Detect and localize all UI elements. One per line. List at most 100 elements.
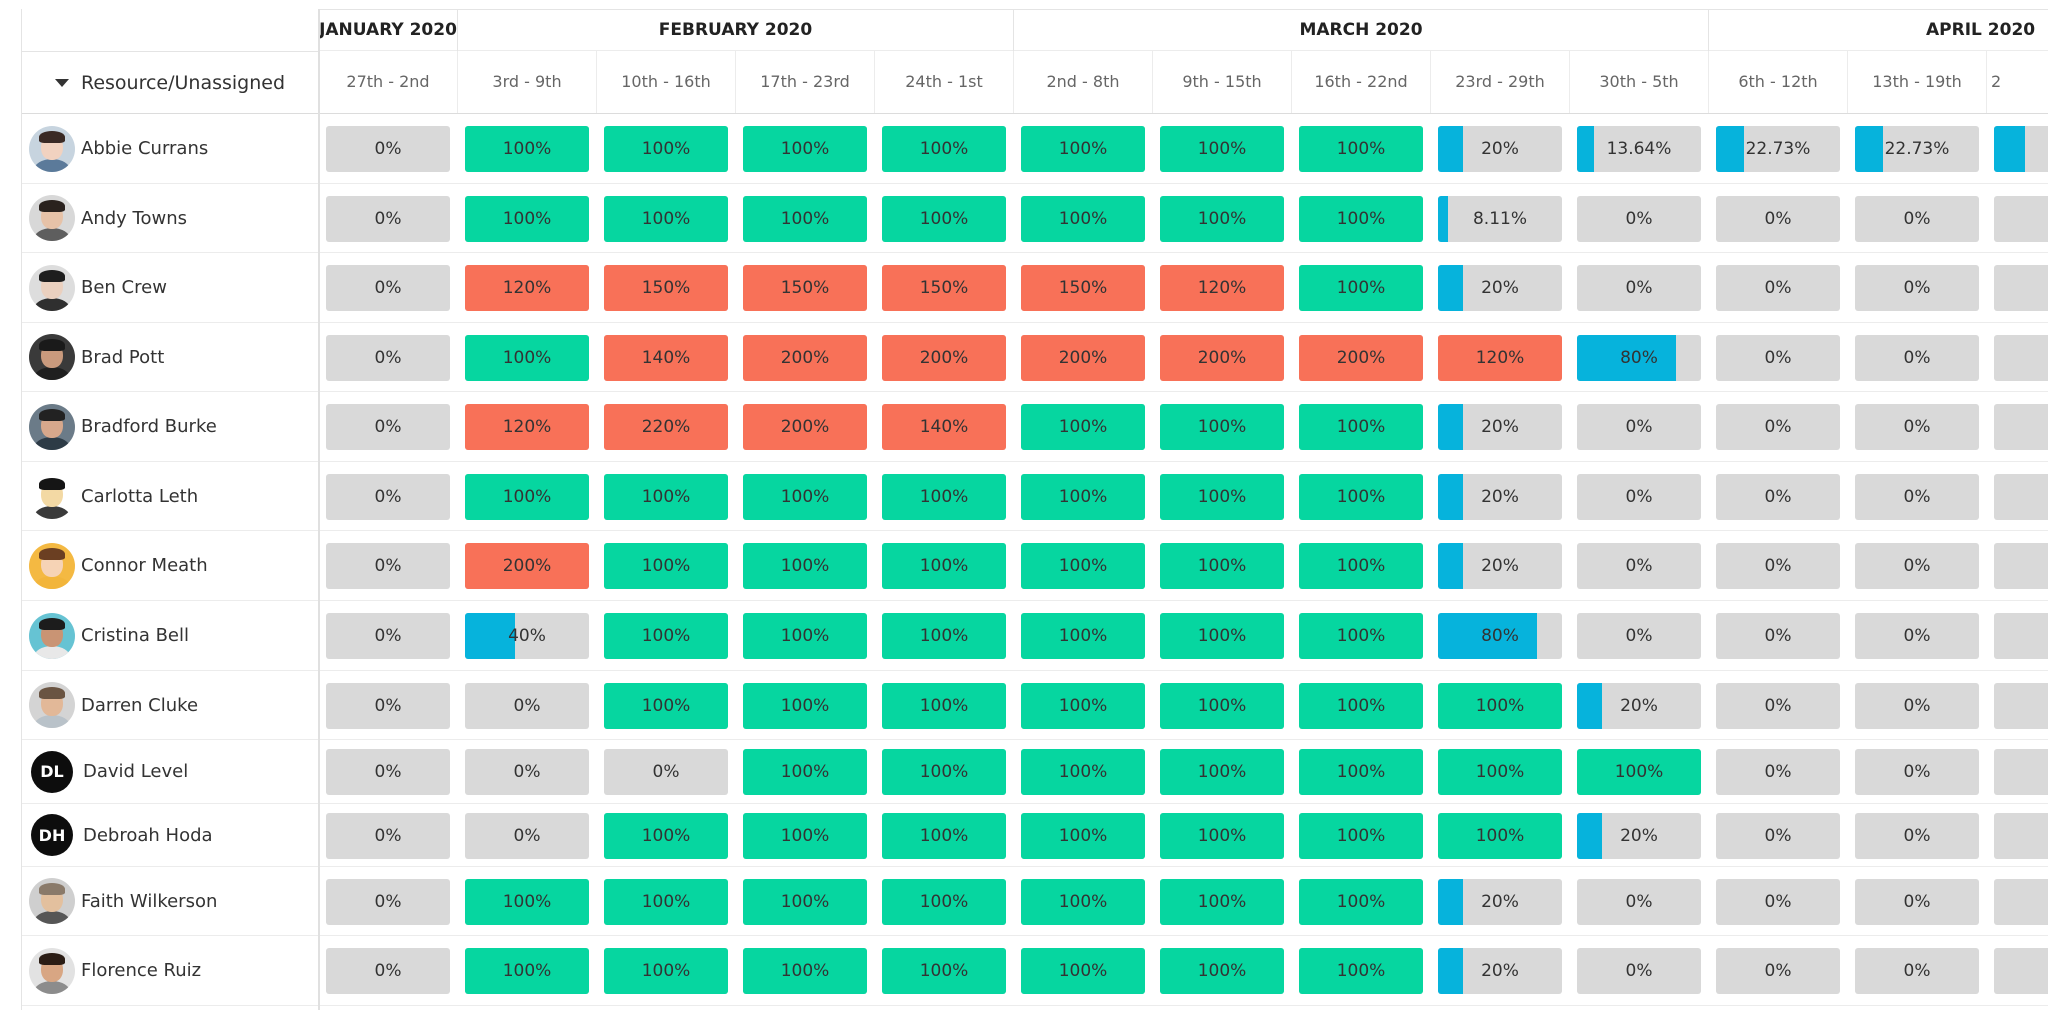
allocation-cell[interactable]: 100%	[1577, 749, 1701, 795]
allocation-cell[interactable]	[1994, 613, 2048, 659]
resource-cell[interactable]: DL David Level	[21, 740, 319, 803]
allocation-cell[interactable]: 0%	[326, 335, 450, 381]
allocation-cell[interactable]: 150%	[882, 265, 1006, 311]
allocation-cell[interactable]: 0%	[326, 879, 450, 925]
allocation-cell[interactable]: 200%	[1299, 335, 1423, 381]
allocation-cell[interactable]	[1994, 948, 2048, 994]
allocation-cell[interactable]: 100%	[743, 543, 867, 589]
allocation-cell[interactable]: 100%	[1299, 196, 1423, 242]
week-header[interactable]: 3rd - 9th	[458, 51, 597, 113]
allocation-cell[interactable]: 100%	[882, 196, 1006, 242]
allocation-cell[interactable]: 100%	[1021, 683, 1145, 729]
allocation-cell[interactable]: 100%	[1299, 749, 1423, 795]
allocation-cell[interactable]: 0%	[1716, 543, 1840, 589]
allocation-cell[interactable]: 20%	[1438, 404, 1562, 450]
allocation-cell[interactable]: 100%	[882, 749, 1006, 795]
allocation-cell[interactable]: 100%	[604, 948, 728, 994]
allocation-cell[interactable]: 100%	[743, 474, 867, 520]
allocation-cell[interactable]: 0%	[1716, 683, 1840, 729]
allocation-cell[interactable]: 100%	[1021, 196, 1145, 242]
week-header[interactable]: 13th - 19th	[1848, 51, 1987, 113]
allocation-cell[interactable]: 100%	[1160, 126, 1284, 172]
week-header[interactable]: 30th - 5th	[1570, 51, 1709, 113]
allocation-cell[interactable]: 100%	[743, 683, 867, 729]
allocation-cell[interactable]: 0%	[1855, 265, 1979, 311]
resource-cell[interactable]: Carlotta Leth	[21, 462, 319, 530]
allocation-cell[interactable]: 0%	[326, 813, 450, 859]
allocation-cell[interactable]: 0%	[1716, 879, 1840, 925]
allocation-cell[interactable]: 100%	[882, 813, 1006, 859]
allocation-cell[interactable]: 100%	[743, 196, 867, 242]
allocation-cell[interactable]: 100%	[604, 196, 728, 242]
allocation-cell[interactable]: 100%	[1160, 543, 1284, 589]
allocation-cell[interactable]: 100%	[1160, 948, 1284, 994]
week-header[interactable]: 24th - 1st	[875, 51, 1014, 113]
allocation-cell[interactable]: 100%	[1299, 879, 1423, 925]
allocation-cell[interactable]: 100%	[1299, 474, 1423, 520]
allocation-cell[interactable]: 0%	[1855, 543, 1979, 589]
allocation-cell[interactable]: 22.73%	[1716, 126, 1840, 172]
allocation-cell[interactable]: 100%	[465, 948, 589, 994]
allocation-cell[interactable]: 100%	[1299, 265, 1423, 311]
allocation-cell[interactable]: 0%	[1855, 683, 1979, 729]
allocation-cell[interactable]: 100%	[882, 948, 1006, 994]
week-header[interactable]: 6th - 12th	[1709, 51, 1848, 113]
allocation-cell[interactable]: 40%	[465, 613, 589, 659]
allocation-cell[interactable]: 200%	[882, 335, 1006, 381]
allocation-cell[interactable]: 100%	[1021, 126, 1145, 172]
allocation-cell[interactable]: 0%	[1855, 813, 1979, 859]
allocation-cell[interactable]: 20%	[1577, 683, 1701, 729]
week-header[interactable]: 10th - 16th	[597, 51, 736, 113]
allocation-cell[interactable]: 100%	[1160, 683, 1284, 729]
allocation-cell[interactable]: 20%	[1577, 813, 1701, 859]
resource-column-header[interactable]: Resource/Unassigned	[21, 51, 319, 114]
allocation-cell[interactable]: 20%	[1438, 543, 1562, 589]
allocation-cell[interactable]: 0%	[465, 683, 589, 729]
allocation-cell[interactable]: 0%	[1577, 613, 1701, 659]
allocation-cell[interactable]: 100%	[882, 126, 1006, 172]
allocation-cell[interactable]: 100%	[882, 683, 1006, 729]
allocation-cell[interactable]: 0%	[1577, 543, 1701, 589]
allocation-cell[interactable]: 100%	[465, 879, 589, 925]
allocation-cell[interactable]: 0%	[1855, 196, 1979, 242]
week-header[interactable]: 16th - 22nd	[1292, 51, 1431, 113]
allocation-cell[interactable]: 22.73%	[1855, 126, 1979, 172]
allocation-cell[interactable]: 100%	[882, 879, 1006, 925]
allocation-cell[interactable]	[1994, 749, 2048, 795]
allocation-cell[interactable]: 200%	[465, 543, 589, 589]
allocation-cell[interactable]: 0%	[1577, 404, 1701, 450]
allocation-cell[interactable]: 20%	[1438, 126, 1562, 172]
allocation-cell[interactable]: 13.64%	[1577, 126, 1701, 172]
allocation-cell[interactable]: 0%	[1855, 404, 1979, 450]
allocation-cell[interactable]: 100%	[1021, 948, 1145, 994]
allocation-cell[interactable]: 100%	[1160, 474, 1284, 520]
allocation-cell[interactable]: 20%	[1438, 474, 1562, 520]
allocation-cell[interactable]: 100%	[1299, 683, 1423, 729]
allocation-cell[interactable]: 100%	[465, 474, 589, 520]
allocation-cell[interactable]: 0%	[326, 404, 450, 450]
allocation-cell[interactable]: 80%	[1438, 613, 1562, 659]
allocation-cell[interactable]: 100%	[465, 196, 589, 242]
allocation-cell[interactable]: 100%	[1438, 813, 1562, 859]
resource-cell[interactable]: Connor Meath	[21, 531, 319, 600]
resource-cell[interactable]: Florence Ruiz	[21, 936, 319, 1005]
allocation-cell[interactable]: 100%	[1438, 683, 1562, 729]
resource-cell[interactable]: Faith Wilkerson	[21, 867, 319, 935]
allocation-cell[interactable]: 0%	[326, 948, 450, 994]
allocation-cell[interactable]: 0%	[326, 613, 450, 659]
resource-cell[interactable]: Andy Towns	[21, 184, 319, 252]
allocation-cell[interactable]: 0%	[1577, 265, 1701, 311]
allocation-cell[interactable]: 100%	[1021, 613, 1145, 659]
allocation-cell[interactable]: 100%	[1160, 813, 1284, 859]
allocation-cell[interactable]: 0%	[1855, 879, 1979, 925]
allocation-cell[interactable]: 150%	[1021, 265, 1145, 311]
allocation-cell[interactable]: 0%	[1716, 749, 1840, 795]
allocation-cell[interactable]: 0%	[326, 683, 450, 729]
allocation-cell[interactable]: 100%	[882, 613, 1006, 659]
allocation-cell[interactable]: 100%	[1021, 474, 1145, 520]
allocation-cell[interactable]: 120%	[1160, 265, 1284, 311]
allocation-cell[interactable]: 100%	[743, 613, 867, 659]
allocation-cell[interactable]: 0%	[1855, 613, 1979, 659]
allocation-cell[interactable]: 100%	[604, 543, 728, 589]
allocation-cell[interactable]: 200%	[1160, 335, 1284, 381]
